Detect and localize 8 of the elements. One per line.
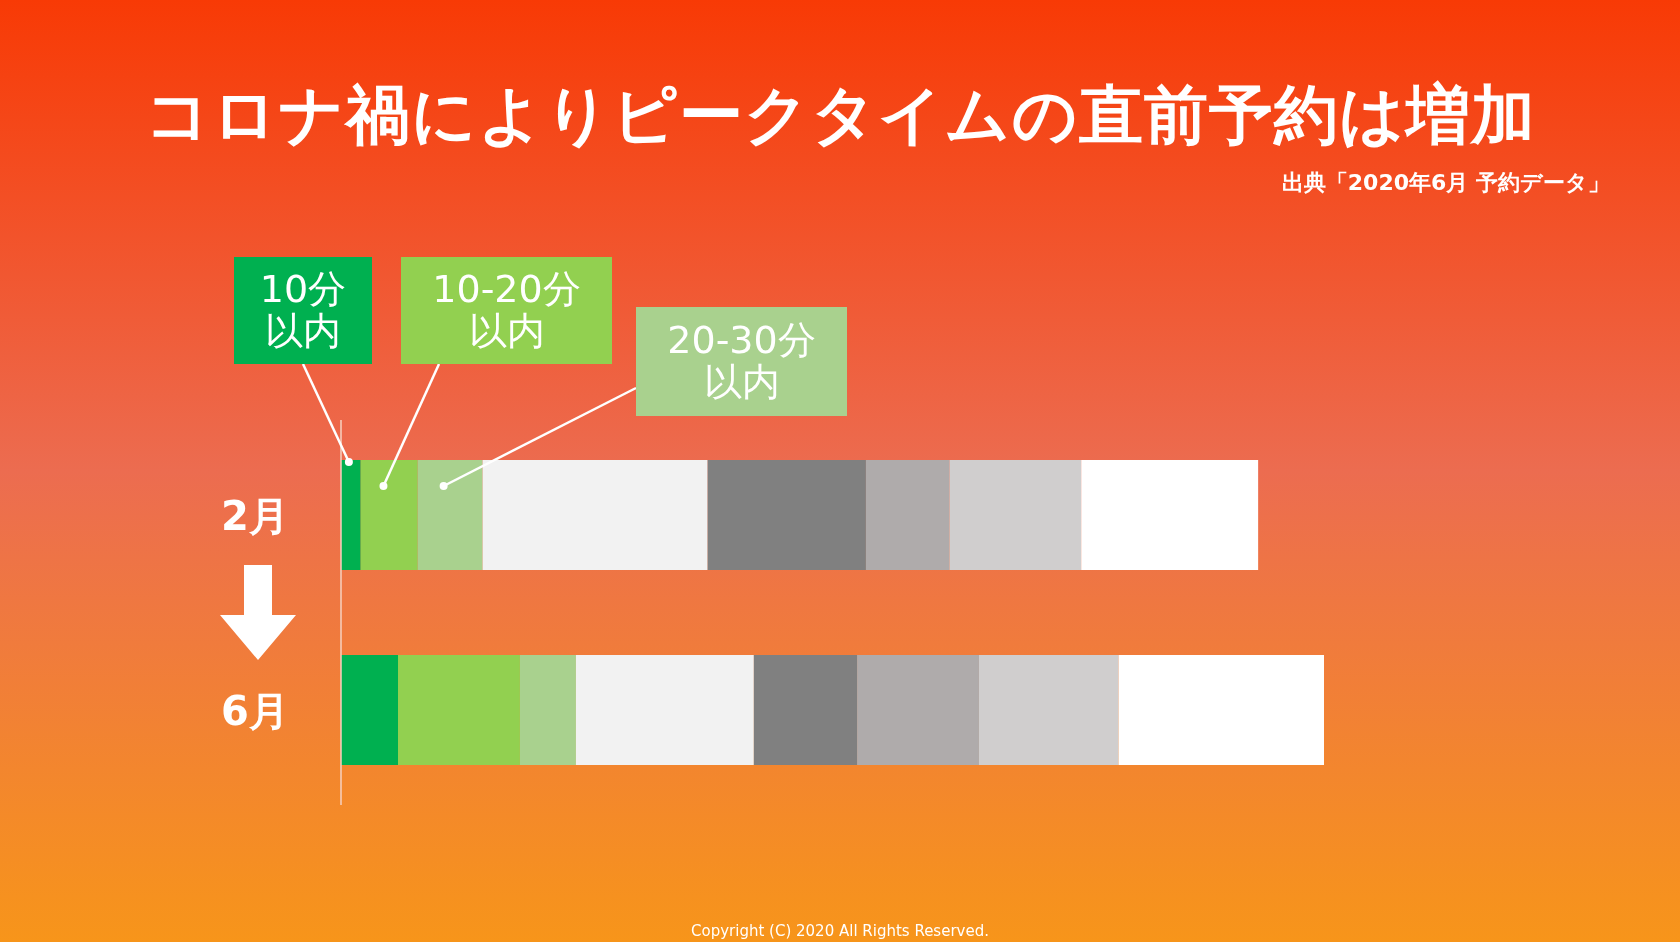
source-note: 出典「2020年6月 予約データ」 [1281, 169, 1610, 197]
text: 10-20分以内 [401, 257, 612, 364]
y-tick-label: 6月 [220, 687, 290, 736]
y-tick-label: 2月 [220, 492, 290, 541]
chart-title: コロナ禍によりピークタイムの直前予約は増加 [143, 77, 1537, 154]
text: 10分以内 [234, 257, 372, 364]
text: Copyright (C) 2020 All Rights Reserved. [690, 922, 990, 940]
text: 20-30分以内 [636, 307, 847, 416]
